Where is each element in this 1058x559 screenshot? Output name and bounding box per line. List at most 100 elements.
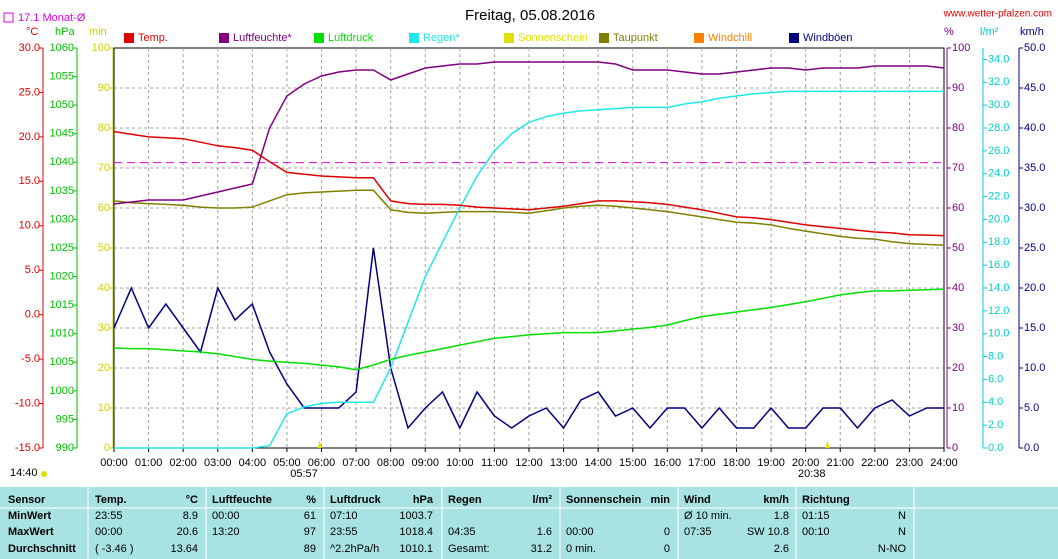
axis-unit: % [944, 26, 954, 38]
x-tick-label: 12:00 [515, 457, 543, 469]
marker [825, 440, 830, 448]
y-tick-label: 100 [952, 42, 970, 54]
x-tick-label: 14:00 [584, 457, 612, 469]
y-tick-label: 1005 [50, 356, 74, 368]
x-tick-label: 19:00 [757, 457, 785, 469]
table-cell: 13.64 [170, 543, 198, 555]
y-tick-label: 35.0 [1024, 162, 1045, 174]
y-tick-label: 20.0 [1024, 282, 1045, 294]
table-cell: 1003.7 [399, 510, 433, 522]
table-cell: N [898, 526, 906, 538]
y-tick-label: 25.0 [1024, 242, 1045, 254]
legend-label: Regen* [423, 32, 460, 44]
y-tick-label: 15.0 [1024, 322, 1045, 334]
x-tick-label: 18:00 [723, 457, 751, 469]
table-cell: Ø 10 min. [684, 510, 732, 522]
y-tick-label: 80 [98, 122, 110, 134]
y-tick-label: 0 [952, 442, 958, 454]
table-cell: 20.6 [177, 526, 198, 538]
x-tick-label: 02:00 [169, 457, 197, 469]
legend-swatch [504, 33, 514, 43]
y-tick-label: 50.0 [1024, 42, 1045, 54]
x-tick-label: 15:00 [619, 457, 647, 469]
y-tick-label: 70 [952, 162, 964, 174]
series-line [113, 247, 944, 430]
x-tick-label: 23:00 [896, 457, 924, 469]
y-tick-label: 32.0 [988, 76, 1009, 88]
y-tick-label: 1015 [50, 299, 74, 311]
y-tick-label: 1040 [50, 156, 74, 168]
table-cell: 0 [664, 526, 670, 538]
x-tick-label: 00:00 [100, 457, 128, 469]
table-cell: °C [186, 494, 198, 506]
y-tick-label: 22.0 [988, 190, 1009, 202]
y-tick-label: 5.0 [1024, 402, 1039, 414]
legend-label: Luftfeuchte* [233, 32, 292, 44]
table-cell: 89 [304, 543, 316, 555]
table-cell: 1018.4 [399, 526, 433, 538]
table-cell: Sensor [8, 494, 46, 506]
y-tick-label: 34.0 [988, 53, 1009, 65]
axis-unit: l/m² [980, 26, 999, 38]
x-tick-label: 01:00 [135, 457, 163, 469]
y-tick-label: 1060 [50, 42, 74, 54]
table-background [0, 487, 1058, 559]
y-tick-label: 10 [98, 402, 110, 414]
x-tick-label: 22:00 [861, 457, 889, 469]
table-cell: 0 [664, 543, 670, 555]
y-tick-label: 1045 [50, 128, 74, 140]
y-tick-label: 5.0 [25, 264, 40, 276]
table-cell: Luftdruck [330, 494, 382, 506]
table-cell: Luftfeuchte [212, 494, 272, 506]
legend-swatch [314, 33, 324, 43]
y-tick-label: 26.0 [988, 145, 1009, 157]
table-cell: l/m² [532, 494, 552, 506]
table-cell: SW 10.8 [747, 526, 789, 538]
y-tick-label: 0.0 [1024, 442, 1039, 454]
y-tick-label: 1030 [50, 213, 74, 225]
y-tick-label: 0.0 [988, 442, 1003, 454]
table-cell: 8.9 [183, 510, 198, 522]
table-cell: 00:00 [212, 510, 240, 522]
legend-label: Luftdruck [328, 32, 374, 44]
x-tick-label: 16:00 [654, 457, 682, 469]
legend-label: Sonnenschein [518, 32, 588, 44]
y-tick-label: 40.0 [1024, 122, 1045, 134]
table-cell: 0 min. [566, 543, 596, 555]
table-cell: min [650, 494, 670, 506]
table-cell: 00:00 [95, 526, 123, 538]
table-cell: 31.2 [531, 543, 552, 555]
marker [317, 440, 322, 448]
table-cell: 00:10 [802, 526, 830, 538]
y-tick-label: -5.0 [21, 353, 40, 365]
axis-unit: min [89, 26, 107, 38]
x-tick-label: 04:00 [239, 457, 267, 469]
y-tick-label: 80 [952, 122, 964, 134]
y-tick-label: -15.0 [15, 442, 40, 454]
marker-label: 20:38 [798, 468, 826, 480]
legend-label: Windchill [708, 32, 752, 44]
y-tick-label: 60 [98, 202, 110, 214]
table-cell: 04:35 [448, 526, 476, 538]
table-cell: Richtung [802, 494, 850, 506]
legend-swatch [409, 33, 419, 43]
series-line [113, 61, 945, 205]
x-tick-label: 21:00 [826, 457, 854, 469]
table-cell: 2.6 [774, 543, 789, 555]
table-cell: 61 [304, 510, 316, 522]
y-tick-label: 60 [952, 202, 964, 214]
series-line [113, 130, 945, 237]
y-tick-label: -10.0 [15, 397, 40, 409]
y-tick-label: 90 [98, 82, 110, 94]
table-cell: 23:55 [95, 510, 123, 522]
y-tick-label: 1035 [50, 185, 74, 197]
table-cell: 97 [304, 526, 316, 538]
legend-swatch [694, 33, 704, 43]
table-cell: Durchschnitt [8, 543, 76, 555]
table-cell: ( -3.46 ) [95, 543, 134, 555]
y-tick-label: 6.0 [988, 373, 1003, 385]
y-tick-label: 40 [98, 282, 110, 294]
table-cell: 07:10 [330, 510, 358, 522]
x-tick-label: 13:00 [550, 457, 578, 469]
